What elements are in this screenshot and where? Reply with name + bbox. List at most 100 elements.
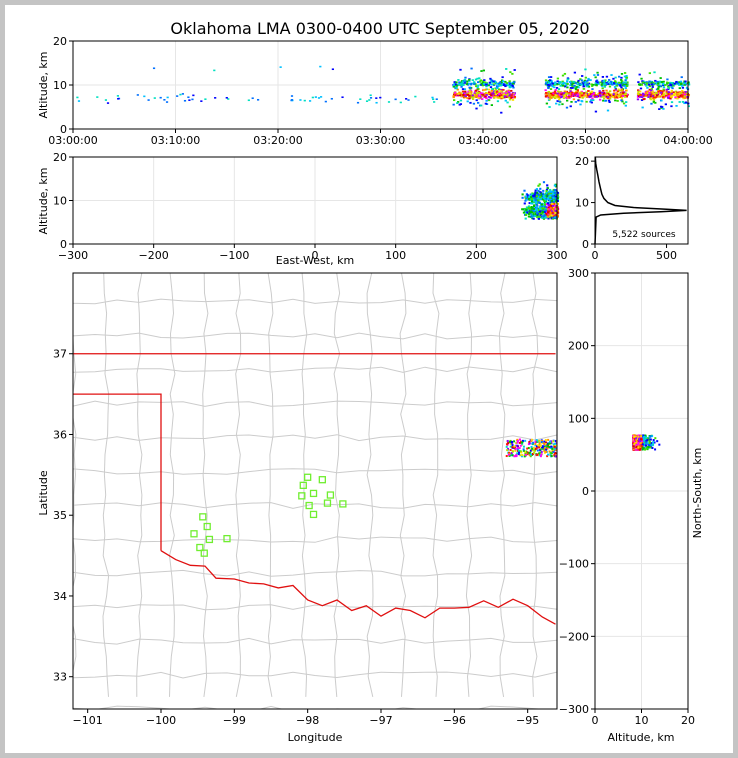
altitude-time-source [626,81,629,84]
altitude-time-source [674,90,678,93]
altitude-time-source [609,80,613,83]
altitude-time-source [469,87,472,89]
altitude-time-density [76,65,691,114]
altitude-time-source [308,100,312,102]
altitude-time-source [475,85,478,88]
map-source [506,439,509,442]
northsouth-source [637,434,640,437]
eastwest-source [544,209,548,212]
eastwest-axis-tick-label: 0 [312,249,319,262]
eastwest-source [542,189,545,192]
eastwest-source [540,211,543,214]
altitude-time-source [589,100,592,103]
altitude-time-source [657,90,660,93]
northsouth-source [632,445,635,448]
altitude-time-source [477,95,480,98]
map-source [534,443,537,446]
northsouth-source [652,441,655,444]
altitude-time-source [554,89,557,91]
eastwest-source [528,208,532,211]
altitude-time-source [506,91,510,94]
altitude-time-source [592,99,595,101]
eastwest-source [532,198,535,201]
county-line [333,273,341,697]
altitude-time-source [662,96,665,98]
altitude-time-source [454,82,457,85]
altitude-time-source [513,81,516,84]
northsouth-source [633,438,636,441]
eastwest-source [550,204,553,207]
map-source [513,455,516,458]
altitude-time-source [554,92,557,94]
altitude-time-source [680,76,683,79]
altitude-time-source [502,95,505,98]
altitude-time-source [662,84,665,87]
altitude-time-source [458,91,461,94]
eastwest-source [539,214,542,217]
altitude-time-source [677,95,680,98]
altitude-time-source [513,96,516,99]
map-source [532,441,535,444]
eastwest-source [545,189,548,192]
histogram-yaxis-tick-label: 10 [575,197,589,210]
altitude-time-source [571,83,574,86]
altitude-time-source [648,93,651,96]
eastwest-source [545,191,548,194]
altitude-time-source [679,92,682,95]
altitude-time-source [567,93,571,96]
northsouth-source [644,438,647,441]
altitude-time-source [572,85,576,88]
eastwest-source [530,215,533,218]
altitude-time-source [457,79,460,81]
altitude-time-source [648,88,651,91]
altitude-time-source [555,102,558,105]
altitude-time-source [452,99,456,102]
eastwest-source [551,209,554,212]
altitude-time-source [656,83,660,86]
altitude-time-source [567,95,570,98]
altitude-time-source [657,82,660,85]
altitude-time-source [624,79,627,82]
altitude-time-source [500,111,503,114]
northsouth-source [641,446,644,449]
altitude-time-source [545,94,549,97]
eastwest-source [533,199,536,202]
map-source [550,455,553,458]
northsouth-source [633,435,636,438]
altitude-time-source [616,100,619,102]
altitude-time-source [251,97,254,100]
map-source [522,449,525,452]
altitude-time-source [651,95,655,98]
altitude-time-source [620,79,623,81]
altitude-time-source [484,81,487,84]
altitude-time-source [547,76,551,79]
altitude-time-source [605,82,608,85]
altitude-time-source [499,89,502,92]
eastwest-source [553,207,557,210]
altitude-time-source [645,82,649,85]
altitude-time-yaxis-tick-label: 0 [60,123,67,136]
altitude-time-source [650,80,653,83]
eastwest-source [527,197,531,200]
altitude-time-source [662,94,666,97]
eastwest-source [536,216,539,219]
altitude-time-source [556,80,559,83]
altitude-time-source [661,106,664,108]
map-source [549,454,552,457]
altitude-time-source [330,97,333,100]
altitude-time-source [608,82,612,85]
altitude-time-source [620,86,623,89]
altitude-time-source [495,82,498,85]
altitude-time-source [660,99,663,102]
altitude-time-source [580,94,584,97]
altitude-time-source [583,95,586,98]
map-source [524,453,527,456]
altitude-time-source [569,87,573,89]
altitude-eastwest-ticks: −300 −200 −100 0 100 200 300 0 10 20 [53,151,568,262]
altitude-time-source [657,87,660,90]
eastwest-source [538,193,542,196]
altitude-time-source [472,102,476,105]
altitude-time-source [642,98,645,101]
altitude-time-source [658,81,661,84]
eastwest-source [538,183,541,186]
